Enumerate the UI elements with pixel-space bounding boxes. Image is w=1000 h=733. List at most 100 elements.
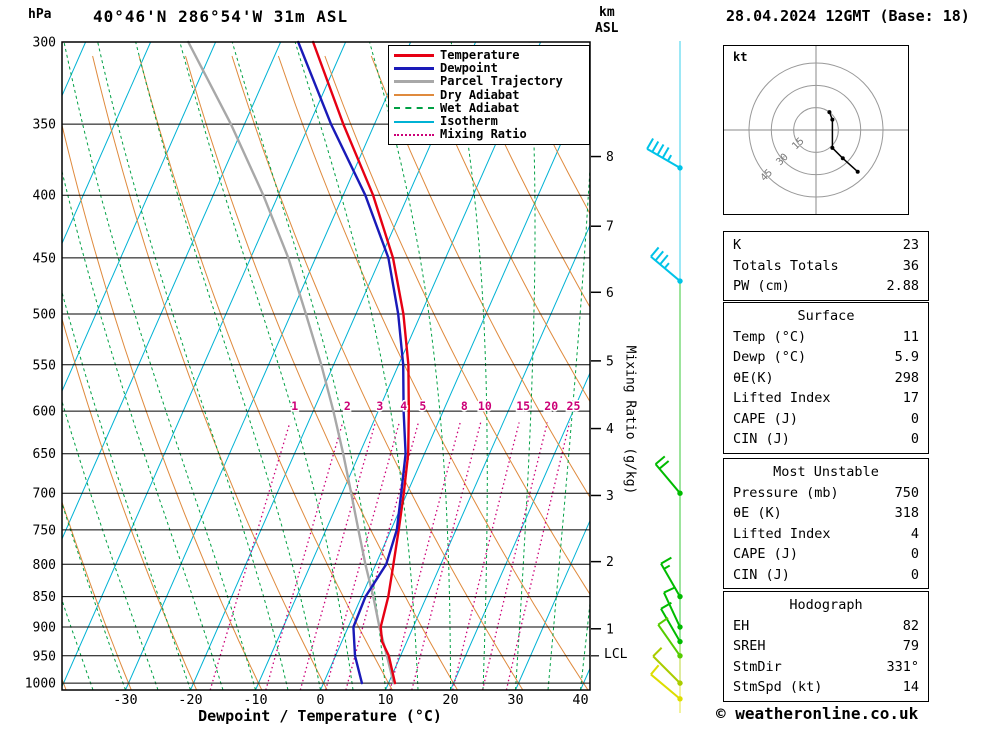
svg-text:-20: -20 xyxy=(178,692,202,708)
hodograph-panel: 15 30 45 kt xyxy=(723,45,909,215)
panel-title: Surface xyxy=(797,308,855,324)
svg-text:-30: -30 xyxy=(113,692,137,708)
svg-text:15: 15 xyxy=(516,399,530,413)
panel-row: Pressure (mb) 750 xyxy=(724,483,928,504)
panel-row: θE (K) 318 xyxy=(724,503,928,524)
legend-swatch-wet_adiabat xyxy=(394,107,434,110)
panel-row-value: 5.9 xyxy=(894,349,919,365)
copyright: © weatheronline.co.uk xyxy=(716,704,919,723)
panel-row-label: Totals Totals xyxy=(733,257,839,274)
svg-text:650: 650 xyxy=(33,447,56,462)
hodograph-trace-point xyxy=(830,145,835,150)
svg-text:20: 20 xyxy=(442,692,458,708)
legend-label: Parcel Trajectory xyxy=(440,74,563,89)
legend-item: Isotherm xyxy=(394,115,584,128)
wind-barb xyxy=(663,586,681,628)
wind-barb xyxy=(650,246,681,282)
legend-item: Parcel Trajectory xyxy=(394,75,584,88)
svg-text:450: 450 xyxy=(33,251,56,266)
isotherms xyxy=(62,42,590,690)
legend-label: Dewpoint xyxy=(440,61,498,76)
legend-item: Dry Adiabat xyxy=(394,88,584,102)
panel-row-value: 11 xyxy=(902,328,919,345)
panel-row-label: Dewp (°C) xyxy=(733,349,807,365)
svg-text:10: 10 xyxy=(478,399,492,413)
hodograph-ring xyxy=(748,62,884,198)
info-panel-indices: K 23 Totals Totals 36 PW (cm) 2.88 xyxy=(723,231,929,301)
panel-row: CIN (J) 0 xyxy=(724,565,928,586)
wind-barb xyxy=(657,616,681,657)
panel-row: PW (cm) 2.88 xyxy=(724,276,928,297)
hodograph-trace-point xyxy=(827,110,832,115)
legend-item: Mixing Ratio xyxy=(394,128,584,141)
panel-row-label: Pressure (mb) xyxy=(733,484,839,501)
hodograph-ring-label: 15 xyxy=(790,136,806,152)
wind-barb xyxy=(654,455,681,494)
svg-text:4: 4 xyxy=(400,399,407,413)
panel-row-label: CIN (J) xyxy=(733,431,790,447)
legend-swatch-dewpoint xyxy=(394,67,434,71)
legend-swatch-temperature xyxy=(394,54,434,58)
panel-row: Lifted Index 17 xyxy=(724,388,928,409)
mixing-ratio-lines xyxy=(209,422,571,690)
legend-label: Isotherm xyxy=(440,114,498,129)
panel-row: Totals Totals 36 xyxy=(724,256,928,277)
legend-label: Mixing Ratio xyxy=(440,127,527,142)
info-panel-hodograph: Hodograph EH 82 SREH 79 StmDir 331° StmSpd (kt)… xyxy=(723,591,929,702)
svg-text:2: 2 xyxy=(606,555,614,570)
svg-text:5: 5 xyxy=(606,354,614,369)
svg-text:600: 600 xyxy=(33,405,56,420)
panel-row: CAPE (J) 0 xyxy=(724,544,928,565)
svg-text:1000: 1000 xyxy=(25,677,56,692)
x-axis-title: Dewpoint / Temperature (°C) xyxy=(198,707,442,725)
svg-text:850: 850 xyxy=(33,590,56,605)
panel-row-value: 2.88 xyxy=(886,278,919,294)
svg-text:1: 1 xyxy=(291,399,298,413)
dewpoint-curve xyxy=(297,40,407,685)
hodograph-unit-label: kt xyxy=(733,50,748,64)
datetime-title: 28.04.2024 12GMT (Base: 18) xyxy=(726,7,970,25)
panel-row-label: EH xyxy=(733,617,750,634)
panel-row: SREH 79 xyxy=(724,636,928,657)
panel-row: StmSpd (kt) 14 xyxy=(724,677,928,698)
panel-row-label: CAPE (J) xyxy=(733,546,799,562)
svg-text:7: 7 xyxy=(606,220,614,235)
plot-frame xyxy=(61,41,591,691)
svg-text:3: 3 xyxy=(376,399,383,413)
svg-text:3: 3 xyxy=(606,489,614,504)
panel-title: Most Unstable xyxy=(773,464,879,480)
panel-row-value: 36 xyxy=(902,257,919,274)
svg-text:500: 500 xyxy=(33,308,56,323)
panel-row-label: Lifted Index xyxy=(733,525,831,542)
svg-text:4: 4 xyxy=(606,422,614,437)
parcel-trajectory-curve xyxy=(187,40,395,685)
panel-row-value: 79 xyxy=(902,638,919,654)
legend-label: Wet Adiabat xyxy=(440,100,520,115)
legend-item: Wet Adiabat xyxy=(394,100,584,115)
svg-text:8: 8 xyxy=(606,150,614,165)
mixing-ratio-axis-title: Mixing Ratio (g/kg) xyxy=(622,345,638,495)
dry-adiabats xyxy=(62,55,590,690)
svg-text:2: 2 xyxy=(344,399,351,413)
panel-row-label: CIN (J) xyxy=(733,566,790,583)
km-axis-title: km xyxy=(599,5,615,20)
wind-barb xyxy=(660,556,681,598)
chart-legend: Temperature Dewpoint Parcel Trajectory Dry … xyxy=(388,45,590,146)
panel-row-label: θE (K) xyxy=(733,505,782,521)
legend-swatch-isotherm xyxy=(394,120,434,123)
panel-row: EH 82 xyxy=(724,616,928,637)
panel-row: Temp (°C) 11 xyxy=(724,327,928,348)
hodograph-ring xyxy=(770,84,862,176)
svg-text:10: 10 xyxy=(377,692,393,708)
wind-barb xyxy=(650,664,681,700)
svg-text:5: 5 xyxy=(419,399,426,413)
panel-row-value: 23 xyxy=(902,237,919,253)
panel-row-label: StmSpd (kt) xyxy=(733,679,823,695)
panel-row-value: 318 xyxy=(894,505,919,521)
panel-row-value: 0 xyxy=(910,410,919,427)
panel-row: CAPE (J) 0 xyxy=(724,409,928,430)
panel-row-label: PW (cm) xyxy=(733,278,790,294)
legend-swatch-mixing_ratio xyxy=(394,133,434,136)
svg-text:8: 8 xyxy=(461,399,468,413)
info-panel-surface: Surface Temp (°C) 11 Dewp (°C) 5.9 θE(K) 298 Li… xyxy=(723,302,929,454)
